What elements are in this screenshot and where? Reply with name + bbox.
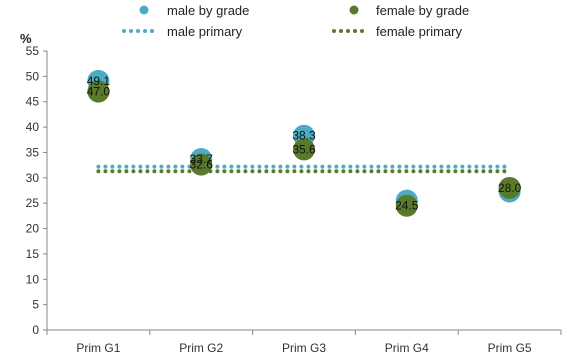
reference-lines <box>96 164 512 174</box>
y-tick-label: 35 <box>26 145 40 159</box>
x-tick-label: Prim G1 <box>76 341 120 355</box>
point-female-by-grade <box>190 153 213 176</box>
point-female-by-grade <box>395 194 418 217</box>
y-tick-label: 0 <box>32 323 39 337</box>
y-tick-label: 45 <box>26 95 40 109</box>
data-points <box>87 69 521 217</box>
data-label-female-by-grade: 28.0 <box>498 181 522 195</box>
y-tick-label: 40 <box>26 120 40 134</box>
data-label-male-by-grade: 38.3 <box>292 129 316 143</box>
point-female-by-grade <box>87 80 110 103</box>
legend-label-female-by-grade: female by grade <box>376 3 469 18</box>
y-tick-label: 25 <box>26 196 40 210</box>
x-tick-label: Prim G3 <box>282 341 326 355</box>
data-label-male-by-grade: 49.1 <box>87 74 111 88</box>
x-tick-label: Prim G4 <box>385 341 429 355</box>
data-label-female-by-grade: 47.0 <box>87 85 111 99</box>
y-tick-label: 5 <box>32 298 39 312</box>
axes: 0 5 10 15 20 25 30 35 40 45 50 55 Prim G1 Prim G2 Prim… <box>26 44 562 355</box>
point-female-by-grade <box>293 138 315 161</box>
data-label-female-by-grade: 32.6 <box>190 158 214 172</box>
data-label-female-by-grade: 35.6 <box>292 142 316 156</box>
legend-marker-male-by-grade <box>139 5 149 15</box>
data-labels: 49.1 33.7 38.3 47.0 32.6 35.6 24.5 28.0 <box>87 74 522 213</box>
y-tick-label: 50 <box>26 69 40 83</box>
data-label-male-by-grade: 33.7 <box>190 152 214 166</box>
legend-label-male-primary: male primary <box>167 24 243 39</box>
legend-label-female-primary: female primary <box>376 24 462 39</box>
point-female-by-grade <box>498 176 521 199</box>
y-tick-label: 20 <box>26 222 40 236</box>
y-tick-label: 55 <box>26 44 40 58</box>
legend-label-male-by-grade: male by grade <box>167 3 249 18</box>
legend: male by grade female by grade male prima… <box>122 3 469 39</box>
y-tick-label: 10 <box>26 272 40 286</box>
y-axis-unit: % <box>20 31 32 46</box>
y-tick-label: 15 <box>26 247 40 261</box>
data-label-female-by-grade: 24.5 <box>395 199 419 213</box>
x-tick-label: Prim G2 <box>179 341 223 355</box>
x-tick-label: Prim G5 <box>488 341 532 355</box>
legend-marker-female-by-grade <box>349 5 359 15</box>
y-tick-label: 30 <box>26 171 40 185</box>
